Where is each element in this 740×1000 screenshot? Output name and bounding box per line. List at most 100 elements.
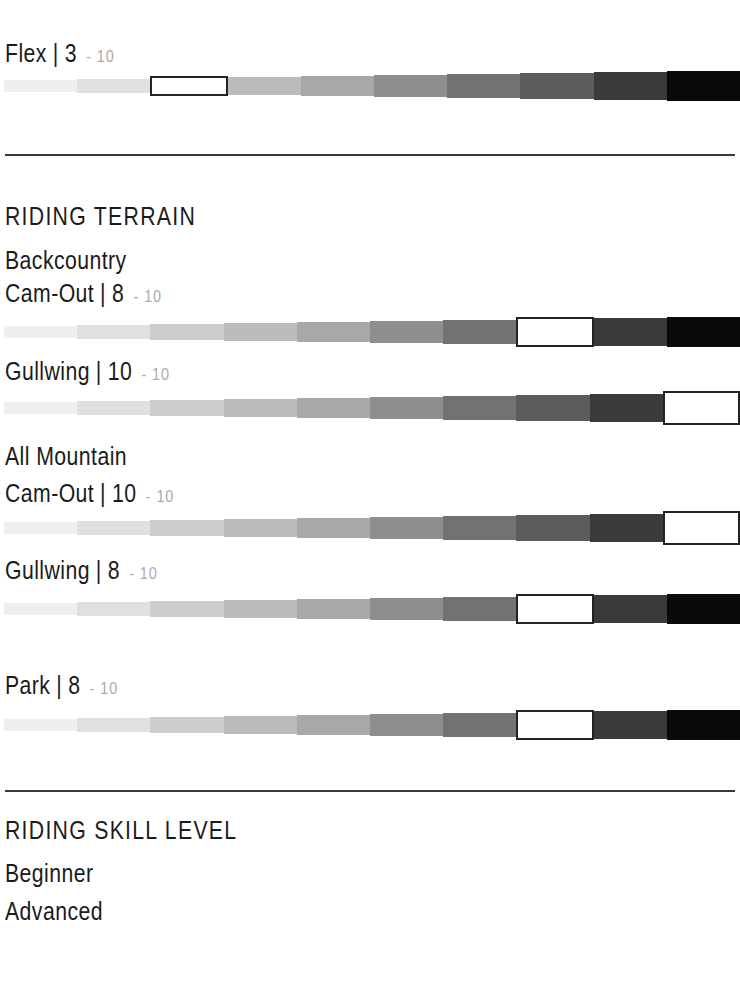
scale-max-suffix: - 10 xyxy=(146,487,174,506)
metric-value: 10 xyxy=(108,357,132,385)
bar-segment-selected xyxy=(663,391,740,425)
bar-segment xyxy=(370,714,443,736)
metric-name: Cam-Out xyxy=(5,479,94,507)
metric-name: Gullwing xyxy=(5,556,90,584)
bar-segment xyxy=(590,394,663,422)
bar-segment xyxy=(594,72,667,100)
metric-value: 8 xyxy=(68,671,80,699)
bar-segment xyxy=(224,399,297,417)
metric-value: 10 xyxy=(112,479,136,507)
bar-segment xyxy=(228,77,301,95)
bar-segment-selected xyxy=(150,76,227,96)
skill-level-advanced: Advanced xyxy=(5,899,103,924)
bar-segment xyxy=(224,519,297,537)
bar-segment xyxy=(224,600,297,618)
bar-segment xyxy=(4,402,77,414)
bar-segment xyxy=(224,716,297,734)
backcountry-camout-label-line: Cam-Out|8 - 10 xyxy=(5,281,162,306)
spec-rating-chart: Flex|3- 10 RIDING TERRAIN Backcountry Ca… xyxy=(0,0,740,1000)
bar-segment xyxy=(301,76,374,96)
flex-label-line: Flex|3 - 10 xyxy=(5,41,115,66)
bar-segment xyxy=(297,322,370,342)
bar-segment xyxy=(297,398,370,418)
bar-segment xyxy=(297,599,370,619)
bar-segment xyxy=(77,79,150,93)
flex-rating-bar xyxy=(4,68,740,104)
all-mountain-gullwing-rating-bar xyxy=(4,591,740,627)
all-mountain-camout-label-line: Cam-Out|10 - 10 xyxy=(5,481,174,506)
bar-segment xyxy=(667,71,740,101)
bar-segment xyxy=(297,715,370,735)
separator: | xyxy=(56,671,62,699)
park-label-line: Park|8- 10 xyxy=(5,673,118,698)
bar-segment xyxy=(4,603,77,615)
separator: | xyxy=(100,279,106,307)
section-divider xyxy=(5,790,735,792)
bar-segment xyxy=(443,320,516,344)
scale-max-suffix: - 10 xyxy=(134,287,162,306)
bar-segment xyxy=(594,711,667,739)
bar-segment-selected xyxy=(516,594,593,624)
scale-max-suffix: - 10 xyxy=(129,564,157,583)
metric-value: 3 xyxy=(65,39,77,67)
bar-segment xyxy=(594,318,667,346)
bar-segment xyxy=(297,518,370,538)
scale-max-suffix: - 10 xyxy=(142,365,170,384)
backcountry-gullwing-label-line: Gullwing|10 - 10 xyxy=(5,359,170,384)
bar-segment xyxy=(77,325,150,339)
backcountry-gullwing-rating-bar xyxy=(4,390,740,426)
bar-segment xyxy=(590,514,663,542)
metric-name: Cam-Out xyxy=(5,279,94,307)
all-mountain-gullwing-label-line: Gullwing|8 - 10 xyxy=(5,558,158,583)
bar-segment xyxy=(77,718,150,732)
section-divider xyxy=(5,154,735,156)
metric-value: 8 xyxy=(112,279,124,307)
bar-segment xyxy=(443,396,516,420)
bar-segment-selected xyxy=(516,710,593,740)
bar-segment xyxy=(370,397,443,419)
bar-segment xyxy=(516,395,589,421)
bar-segment xyxy=(594,595,667,623)
group-all-mountain-label: All Mountain xyxy=(5,444,127,469)
metric-name: Flex xyxy=(5,39,47,67)
bar-segment xyxy=(4,719,77,731)
skill-level-beginner: Beginner xyxy=(5,861,93,886)
bar-segment xyxy=(667,594,740,624)
separator: | xyxy=(100,479,106,507)
metric-name: Gullwing xyxy=(5,357,90,385)
bar-segment xyxy=(667,317,740,347)
riding-skill-heading: RIDING SKILL LEVEL xyxy=(5,818,237,843)
bar-segment xyxy=(370,517,443,539)
bar-segment xyxy=(374,75,447,97)
bar-segment-selected xyxy=(516,317,593,347)
bar-segment xyxy=(4,80,77,92)
bar-segment xyxy=(150,324,223,340)
all-mountain-camout-rating-bar xyxy=(4,510,740,546)
bar-segment xyxy=(150,601,223,617)
scale-max-suffix: - 10 xyxy=(86,47,114,66)
bar-segment xyxy=(150,400,223,416)
bar-segment xyxy=(4,522,77,534)
bar-segment xyxy=(516,515,589,541)
separator: | xyxy=(96,556,102,584)
bar-segment xyxy=(224,323,297,341)
separator: | xyxy=(53,39,59,67)
metric-value: 8 xyxy=(108,556,120,584)
metric-name: Park xyxy=(5,671,50,699)
bar-segment xyxy=(443,516,516,540)
bar-segment xyxy=(77,401,150,415)
bar-segment xyxy=(447,74,520,98)
bar-segment xyxy=(77,521,150,535)
separator: | xyxy=(96,357,102,385)
bar-segment xyxy=(370,321,443,343)
bar-segment xyxy=(4,326,77,338)
bar-segment xyxy=(520,73,593,99)
bar-segment xyxy=(443,597,516,621)
bar-segment-selected xyxy=(663,511,740,545)
bar-segment xyxy=(150,520,223,536)
bar-segment xyxy=(77,602,150,616)
park-rating-bar xyxy=(4,707,740,743)
bar-segment xyxy=(667,710,740,740)
bar-segment xyxy=(443,713,516,737)
backcountry-camout-rating-bar xyxy=(4,314,740,350)
